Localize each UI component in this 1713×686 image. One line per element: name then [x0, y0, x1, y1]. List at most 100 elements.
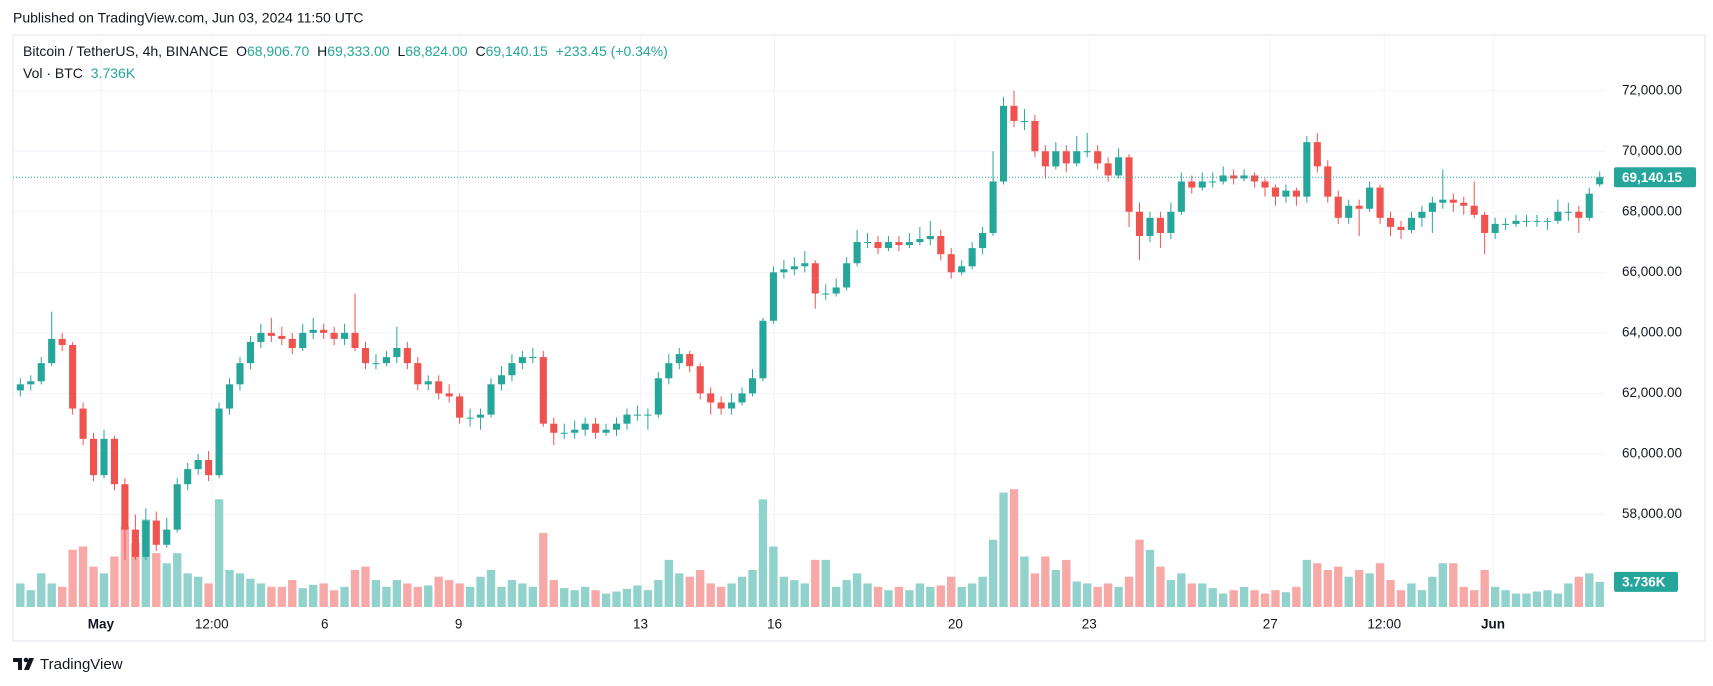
volume-bar: [1103, 583, 1113, 607]
candle-body: [89, 438, 98, 476]
volume-bar: [371, 580, 381, 607]
volume-bar: [560, 588, 569, 607]
candle-body: [1115, 157, 1123, 176]
candle-body: [571, 429, 579, 433]
candle-body: [341, 332, 349, 339]
candle-body: [560, 432, 568, 434]
candle-body: [958, 266, 966, 273]
candle-body: [1251, 175, 1259, 182]
candle-body: [1397, 226, 1405, 230]
volume-bar: [821, 559, 830, 607]
volume-bar: [978, 576, 987, 607]
candle-body: [1073, 151, 1081, 164]
candle-body: [1135, 211, 1144, 236]
candle-body: [393, 348, 401, 358]
volume-bar: [570, 590, 579, 607]
candle-body: [832, 287, 840, 294]
high-label: H: [317, 43, 327, 59]
x-tick-label: 13: [633, 617, 648, 632]
candle-body: [1334, 196, 1342, 218]
high-value: 69,333.00: [327, 43, 389, 59]
volume-bar: [16, 583, 25, 607]
candle-body: [1146, 217, 1154, 236]
volume-bar: [455, 583, 464, 607]
candle-body: [309, 329, 317, 333]
candle-body: [612, 423, 621, 430]
volume-bar: [1062, 559, 1071, 607]
candle-body: [843, 263, 851, 288]
candle-body: [100, 438, 108, 476]
x-tick-label: May: [88, 617, 115, 632]
volume-bar: [1177, 573, 1186, 607]
close-label: C: [475, 43, 485, 59]
x-tick-label: 27: [1263, 617, 1278, 632]
volume-bar: [863, 583, 872, 607]
candle-body: [895, 242, 903, 246]
volume-pane: [16, 489, 1604, 607]
candle-body: [999, 105, 1008, 182]
candle-body: [257, 332, 265, 342]
candle-body: [110, 438, 119, 485]
candle-body: [246, 341, 254, 364]
volume-bar: [1114, 586, 1123, 607]
candle-body: [1010, 105, 1018, 121]
candle-body: [424, 381, 432, 385]
volume-bar: [319, 583, 328, 607]
volume-bar: [309, 584, 318, 607]
volume-bar: [225, 569, 234, 607]
candle-body: [529, 357, 537, 359]
volume-bar: [110, 556, 119, 607]
volume-bar: [539, 532, 548, 607]
candle-body: [320, 329, 328, 333]
volume-bar: [1532, 591, 1542, 607]
volume-bar: [1334, 566, 1343, 607]
candle-body: [1167, 211, 1175, 233]
volume-bar: [601, 593, 611, 607]
candle-body: [456, 396, 464, 418]
candle-body: [1575, 211, 1583, 218]
volume-bar: [1020, 556, 1029, 607]
candle-body: [853, 242, 861, 264]
close-value: 69,140.15: [486, 43, 548, 59]
volume-bar: [1292, 586, 1301, 607]
volume-bar: [256, 583, 266, 607]
volume-bar: [298, 588, 307, 607]
candle-body: [1031, 120, 1039, 152]
volume-bar: [1365, 573, 1374, 607]
candle-body: [707, 393, 715, 403]
candle-body: [623, 414, 631, 424]
volume-bar: [193, 576, 203, 607]
candle-body: [1156, 217, 1164, 233]
candle-body: [665, 363, 673, 379]
candle-body: [1491, 223, 1499, 233]
volume-bar: [37, 573, 46, 607]
candle-body: [1062, 151, 1070, 164]
volume-bar: [633, 585, 642, 607]
candle-body: [822, 293, 830, 295]
volume-bar: [1218, 593, 1228, 607]
volume-bar: [1093, 586, 1102, 607]
candle-body: [508, 363, 516, 376]
candle-body: [1585, 193, 1593, 218]
volume-bar: [873, 586, 883, 607]
volume-bar: [1501, 590, 1510, 607]
volume-bar: [99, 573, 109, 607]
volume-bar: [1198, 583, 1207, 607]
volume-bar: [779, 576, 789, 607]
y-tick-label: 58,000.00: [1622, 506, 1682, 521]
candle-body: [738, 393, 746, 403]
volume-bar: [1166, 580, 1176, 607]
last-volume-label: 3.736K: [1622, 574, 1666, 589]
volume-bar: [1271, 590, 1280, 607]
candle-body: [790, 266, 798, 270]
volume-bar: [685, 576, 694, 607]
volume-bar: [444, 580, 454, 607]
volume-bar: [1072, 581, 1081, 607]
volume-bar: [1407, 583, 1416, 607]
volume-bar: [1522, 593, 1531, 607]
volume-bar: [1428, 576, 1437, 607]
brand-name: TradingView: [40, 656, 123, 673]
candle-body: [37, 363, 45, 382]
candle-body: [1366, 187, 1374, 209]
candle-body: [1230, 175, 1238, 179]
